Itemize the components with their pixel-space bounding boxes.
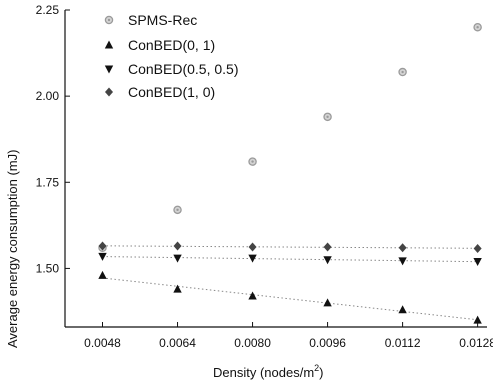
data-point-series-1 (173, 205, 182, 215)
data-point-series-2 (248, 291, 257, 300)
data-point-series-1 (398, 67, 407, 77)
x-axis-label-main: Density (nodes/m (213, 365, 314, 380)
data-point-series-2 (398, 305, 407, 314)
x-tick-label: 0.0096 (309, 336, 346, 350)
data-point-series-2 (323, 298, 332, 307)
x-tick-label: 0.0048 (84, 336, 121, 350)
x-tick-label: 0.0128 (459, 336, 493, 350)
data-point-series-2 (473, 315, 482, 324)
legend-marker-4 (105, 87, 113, 97)
x-axis-label-superscript: 2 (314, 363, 319, 373)
y-axis-label: Average energy consumption (mJ) (5, 150, 20, 348)
data-point-series-2 (98, 270, 107, 279)
legend: SPMS-Rec ConBED(0, 1) ConBED(0.5, 0.5) ConB… (104, 12, 239, 100)
data-point-series-3 (473, 258, 482, 267)
legend-marker-3 (104, 65, 114, 74)
x-tick-label: 0.0080 (234, 336, 271, 350)
legend-marker-1 (104, 15, 114, 25)
y-tick-label: 1.75 (36, 175, 60, 189)
y-tick-label: 1.50 (36, 261, 60, 275)
data-point-series-2 (173, 284, 182, 293)
trend-line (102, 256, 478, 263)
data-point-series-1 (323, 112, 332, 122)
x-axis-label-suffix: ) (319, 365, 323, 380)
x-tick-label: 0.0064 (159, 336, 196, 350)
legend-label-4: ConBED(1, 0) (128, 84, 215, 100)
data-points (98, 22, 482, 324)
data-point-series-3 (173, 254, 182, 263)
data-point-series-4 (323, 242, 332, 252)
data-point-series-3 (323, 256, 332, 265)
y-tick-label: 2.25 (36, 3, 60, 17)
data-point-series-4 (398, 243, 407, 253)
data-point-series-3 (98, 252, 107, 261)
trend-lines (102, 245, 478, 321)
data-point-series-4 (173, 241, 182, 251)
data-point-series-3 (248, 254, 257, 263)
axes (64, 10, 487, 328)
legend-label-1: SPMS-Rec (128, 12, 197, 28)
trend-line (102, 277, 478, 321)
data-point-series-4 (98, 241, 107, 251)
legend-marker-2 (104, 40, 114, 49)
legend-label-2: ConBED(0, 1) (128, 37, 215, 53)
y-tick-label: 2.00 (36, 89, 60, 103)
data-point-series-4 (473, 243, 482, 253)
x-tick-label: 0.0112 (385, 336, 421, 350)
data-point-series-3 (398, 257, 407, 266)
ticks: 0.0048 0.0064 0.0080 0.0096 0.0112 0.0128 1.50… (36, 3, 493, 350)
legend-label-3: ConBED(0.5, 0.5) (128, 61, 239, 77)
x-axis-label: Density (nodes/m2) (213, 363, 324, 380)
data-point-series-1 (473, 22, 482, 32)
trend-line (102, 245, 478, 249)
data-point-series-1 (248, 157, 257, 166)
data-point-series-4 (248, 242, 257, 252)
